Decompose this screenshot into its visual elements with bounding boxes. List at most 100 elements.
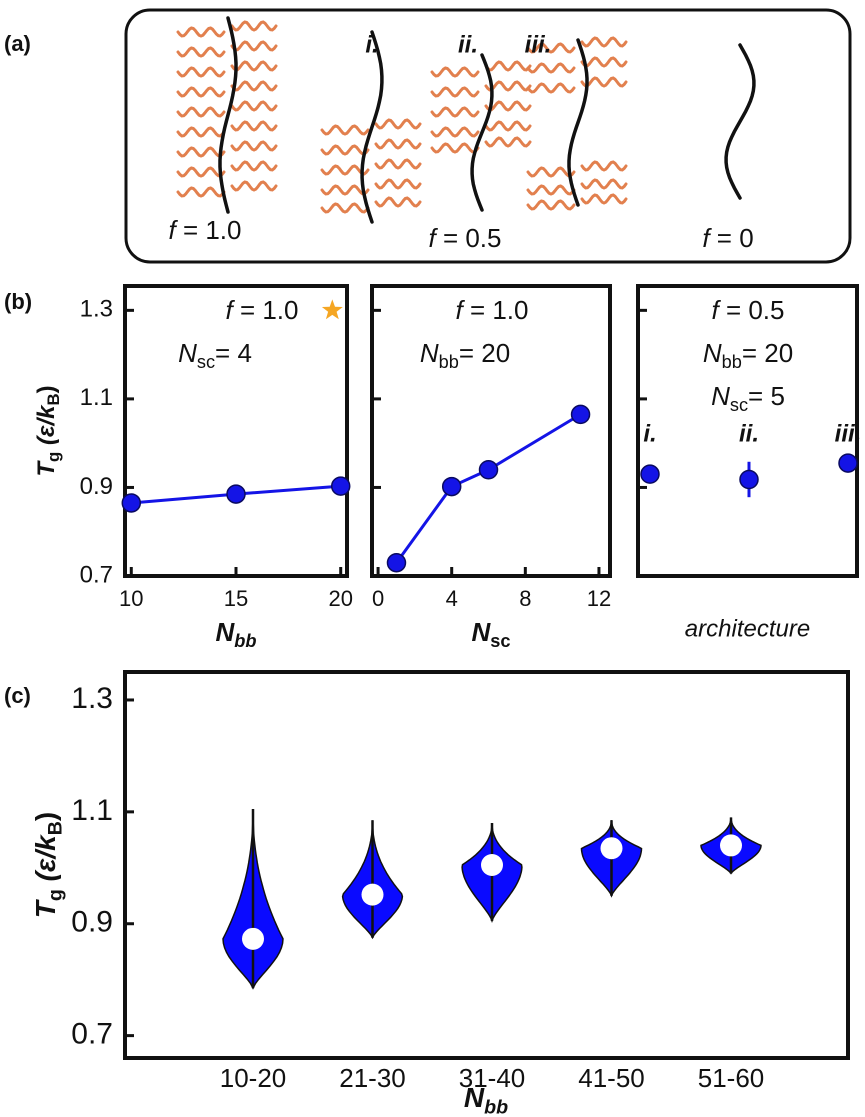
side-chain	[430, 126, 480, 138]
y-tick-label: 1.3	[71, 682, 113, 715]
x-tick-label: 15	[224, 586, 248, 611]
label-part: )	[33, 385, 60, 393]
y-tick-label: 0.7	[71, 1018, 113, 1051]
side-chain	[430, 86, 480, 98]
side-chain	[526, 62, 576, 74]
side-chain	[526, 82, 576, 94]
median-marker	[242, 927, 264, 950]
label-part: N	[420, 338, 439, 368]
median-marker	[481, 854, 503, 876]
side-chain	[176, 126, 226, 138]
x-tick-label: 10	[119, 586, 143, 611]
label-part: sc	[730, 395, 748, 415]
label-part: B	[45, 821, 67, 835]
side-chain	[176, 86, 226, 98]
label-part: f	[711, 295, 721, 325]
backbone	[567, 38, 589, 207]
architecture-label: ii.	[458, 31, 478, 58]
side-chain	[484, 136, 532, 148]
y-tick-label: 0.9	[80, 473, 113, 500]
side-chain	[374, 158, 422, 170]
annotation: Nbb= 20	[703, 338, 793, 372]
side-chain	[374, 196, 422, 208]
side-chain	[176, 146, 226, 158]
y-axis-label: Tg (ε/kB)	[30, 812, 66, 918]
side-chain	[230, 120, 278, 132]
marker	[739, 469, 759, 490]
side-chain	[230, 40, 278, 52]
panel-label: (b)	[4, 289, 32, 314]
caption: f = 0	[702, 223, 753, 253]
label-part: g	[45, 889, 67, 901]
marker	[640, 464, 660, 484]
x-axis-label: Nbb	[215, 617, 256, 651]
panel-label: (c)	[4, 683, 31, 708]
highlight-star	[321, 299, 343, 320]
marker	[386, 552, 407, 573]
side-chain	[526, 184, 576, 196]
label-part: = 20	[742, 338, 793, 368]
label-part: = 1.0	[176, 215, 242, 245]
backbone	[360, 30, 384, 224]
label-part: f	[455, 295, 465, 325]
x-tick-label: 21-30	[339, 1063, 406, 1093]
annotation: f = 0.5	[711, 295, 784, 325]
side-chain	[580, 178, 628, 190]
panel-label: (a)	[4, 31, 31, 56]
marker	[570, 404, 591, 425]
caption: f = 0.5	[428, 223, 501, 253]
x-tick-label: 41-50	[578, 1063, 645, 1093]
side-chain	[176, 26, 226, 38]
category-label: i.	[643, 420, 656, 447]
marker	[441, 476, 462, 497]
label-part: = 1.0	[233, 295, 299, 325]
side-chain	[430, 142, 480, 154]
architecture-label: i.	[365, 31, 378, 58]
label-part: B	[45, 393, 64, 405]
backbone	[470, 53, 494, 212]
caption: f = 1.0	[168, 215, 241, 245]
label-part: bb	[439, 352, 459, 372]
x-tick-label: 31-40	[459, 1063, 526, 1093]
side-chain	[484, 60, 532, 72]
label-part: = 4	[215, 338, 252, 368]
x-tick-label: 4	[446, 586, 458, 611]
annotation: f = 1.0	[225, 295, 298, 325]
category-label: ii.	[739, 420, 759, 447]
label-part: N	[464, 1082, 485, 1113]
annotation: f = 1.0	[455, 295, 528, 325]
y-axis-label: Tg (ε/kB)	[33, 385, 63, 476]
category-label: iii.	[835, 420, 862, 447]
side-chain	[230, 180, 278, 192]
y-tick-label: 0.9	[71, 906, 113, 939]
marker	[330, 476, 351, 496]
label-part: f	[702, 223, 712, 253]
label-part: = 20	[459, 338, 510, 368]
x-tick-label: 12	[587, 586, 611, 611]
label-part: = 0	[710, 223, 754, 253]
annotation: Nsc= 4	[178, 338, 252, 372]
side-chain	[230, 160, 278, 172]
x-tick-label: 0	[372, 586, 384, 611]
side-chain	[320, 124, 370, 136]
x-tick-label: 8	[519, 586, 531, 611]
side-chain	[580, 193, 628, 205]
plot-frame	[370, 284, 612, 578]
side-chain	[230, 60, 278, 72]
marker	[121, 493, 142, 513]
side-chain	[580, 76, 628, 88]
y-tick-label: 1.1	[80, 384, 113, 411]
y-tick-label: 1.1	[71, 794, 113, 827]
label-part: )	[30, 812, 61, 821]
side-chain	[430, 66, 480, 78]
diagram	[176, 16, 756, 224]
side-chain	[526, 199, 576, 211]
x-tick-label: 20	[328, 586, 352, 611]
side-chain	[580, 160, 628, 172]
side-chain	[176, 66, 226, 78]
side-chain	[580, 36, 628, 48]
median-marker	[720, 834, 742, 857]
side-chain	[526, 42, 576, 54]
plot-frame	[636, 284, 859, 578]
